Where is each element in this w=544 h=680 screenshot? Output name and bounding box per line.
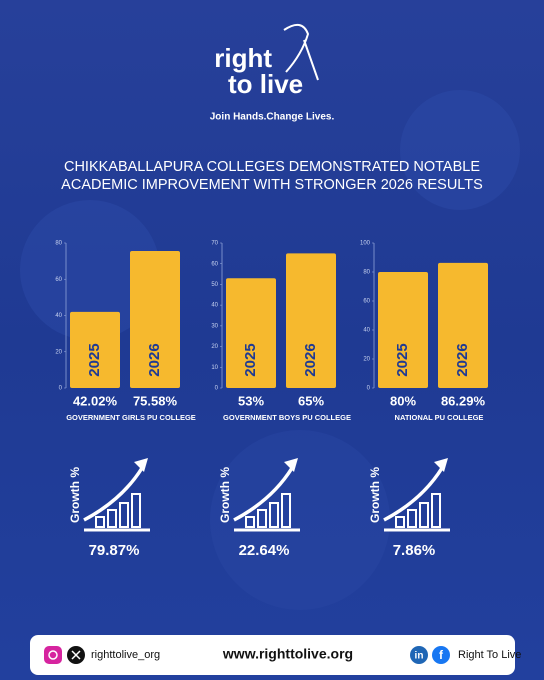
backdrop-shape [210, 430, 390, 610]
y-tick-label: 0 [59, 386, 63, 392]
value-label: 75.58% [133, 393, 178, 408]
growth-icon-bar [95, 516, 105, 528]
growth-icon-bar [107, 509, 117, 528]
x-axis-label: NATIONAL PU COLLEGE [395, 413, 484, 422]
social-handle[interactable]: righttolive_org [91, 649, 160, 661]
growth-icon-bar [119, 502, 129, 528]
y-tick-label: 30 [211, 323, 218, 329]
backdrop-shape [400, 90, 520, 210]
growth-icon-arrow [83, 467, 144, 522]
y-tick-label: 40 [211, 303, 218, 309]
y-tick-label: 0 [215, 386, 219, 392]
bar [286, 253, 336, 388]
facebook-icon[interactable] [432, 646, 450, 664]
instagram-icon-lens [48, 650, 58, 660]
linkedin-icon[interactable] [410, 646, 428, 664]
y-tick-label: 60 [55, 277, 62, 283]
y-tick-label: 10 [211, 365, 218, 371]
footer-bar [30, 635, 515, 675]
bar [70, 311, 120, 388]
growth-icon-arrow [383, 467, 444, 522]
growth-icon-bar [245, 516, 255, 528]
linkedin-glyph: in [415, 651, 424, 662]
tagline: Join Hands.Change Lives. [210, 112, 335, 123]
y-tick-label: 80 [55, 241, 62, 247]
growth-icon-bar [269, 502, 279, 528]
y-tick-label: 60 [363, 299, 370, 305]
growth-icon-bar [281, 493, 291, 528]
title: ACADEMIC IMPROVEMENT WITH STRONGER 2026 … [61, 177, 483, 193]
growth-icon-bar [419, 502, 429, 528]
y-tick-label: 80 [363, 270, 370, 276]
growth-value: 79.87% [89, 542, 140, 559]
bar-category: 2026 [146, 343, 163, 376]
growth-icon-bar [395, 516, 405, 528]
logo-text: to live [228, 69, 303, 99]
facebook-name[interactable]: Right To Live [458, 649, 521, 661]
x-axis-label: GOVERNMENT GIRLS PU COLLEGE [66, 413, 196, 422]
growth-icon-arrow [233, 467, 294, 522]
x-icon-glyph [71, 650, 81, 660]
y-tick-label: 100 [360, 241, 371, 247]
facebook-glyph: f [439, 648, 444, 662]
y-tick-label: 20 [55, 349, 62, 355]
growth-label: Growth % [368, 467, 382, 523]
bar-category: 2026 [454, 343, 471, 376]
value-label: 86.29% [441, 393, 486, 408]
y-tick-label: 70 [211, 241, 218, 247]
logo-figure [283, 23, 319, 81]
value-label: 42.02% [73, 393, 118, 408]
bar-category: 2026 [302, 343, 319, 376]
backdrop-shape [20, 200, 160, 340]
logo-text: right [214, 43, 272, 73]
growth-icon-arrowhead [284, 458, 298, 472]
growth-icon-arrowhead [134, 458, 148, 472]
growth-icon-bar [407, 509, 417, 528]
bar-category: 2025 [242, 343, 259, 376]
bar-category: 2025 [86, 343, 103, 376]
instagram-icon[interactable] [44, 646, 62, 664]
bar-category: 2025 [394, 343, 411, 376]
growth-icon-bar [131, 493, 141, 528]
value-label: 53% [238, 393, 264, 408]
bar [226, 278, 276, 388]
growth-icon-bar [257, 509, 267, 528]
value-label: 80% [390, 393, 416, 408]
growth-value: 22.64% [239, 542, 290, 559]
value-label: 65% [298, 393, 324, 408]
y-tick-label: 20 [211, 344, 218, 350]
website[interactable]: www.righttolive.org [222, 646, 353, 662]
bar [438, 262, 488, 388]
y-tick-label: 40 [363, 328, 370, 334]
y-tick-label: 40 [55, 313, 62, 319]
growth-label: Growth % [68, 467, 82, 523]
x-axis-label: GOVERNMENT BOYS PU COLLEGE [223, 413, 351, 422]
title: CHIKKABALLAPURA COLLEGES DEMONSTRATED NO… [64, 159, 480, 175]
y-tick-label: 20 [363, 357, 370, 363]
growth-label: Growth % [218, 467, 232, 523]
y-tick-label: 60 [211, 261, 218, 267]
growth-value: 7.86% [393, 542, 436, 559]
y-tick-label: 50 [211, 282, 218, 288]
bar [378, 272, 428, 388]
y-tick-label: 0 [367, 386, 371, 392]
bar [130, 251, 180, 388]
growth-icon-arrowhead [434, 458, 448, 472]
growth-icon-bar [431, 493, 441, 528]
